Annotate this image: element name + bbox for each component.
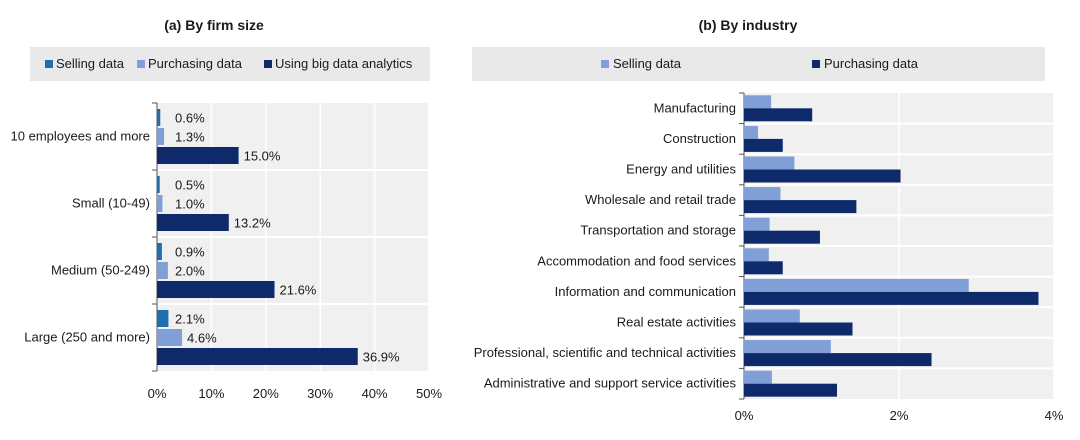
data-label-a: 1.0%	[175, 197, 205, 212]
bar-b	[744, 156, 795, 170]
bar-b	[744, 383, 837, 397]
bar-a	[157, 128, 165, 145]
panel-industry: (b) By industry Selling data Purchasing …	[472, 17, 1064, 423]
bar-b	[744, 125, 758, 139]
bar-b	[744, 200, 857, 214]
chart-a-plot-area: 0% 10% 20% 30% 40% 50% 10 employees and more 0.…	[11, 102, 442, 401]
bar-a	[157, 195, 163, 212]
bar-b	[744, 95, 772, 109]
bar-b	[744, 230, 820, 244]
x-tick-label-a: 10%	[198, 386, 224, 401]
chart-b-plot-area: 0% 2% 4% Manufacturing Construction Energy an…	[474, 92, 1064, 423]
category-label-b: Wholesale and retail trade	[585, 192, 736, 207]
data-label-a: 2.1%	[175, 312, 205, 327]
category-label-b: Information and communication	[555, 284, 736, 299]
chart-b-legend: Selling data Purchasing data	[601, 56, 919, 71]
bar-b	[744, 322, 853, 336]
bar-a	[157, 147, 239, 164]
bar-b	[744, 278, 969, 292]
data-label-a: 4.6%	[187, 331, 217, 346]
legend-a-label-bigdata: Using big data analytics	[275, 56, 413, 71]
panel-firm-size: (a) By firm size Selling data Purchasing…	[11, 17, 443, 401]
legend-a-swatch-selling	[45, 60, 53, 68]
chart-a-title: (a) By firm size	[164, 17, 264, 33]
x-tick-label-a: 30%	[307, 386, 333, 401]
legend-a-swatch-bigdata	[264, 60, 272, 68]
bar-b	[744, 248, 769, 262]
category-label-a: 10 employees and more	[11, 129, 150, 144]
category-label-b: Real estate activities	[617, 315, 737, 330]
bar-a	[157, 281, 275, 298]
x-tick-label-b: 2%	[890, 408, 909, 423]
category-label-b: Construction	[663, 131, 736, 146]
legend-b-label-selling: Selling data	[613, 56, 682, 71]
category-label-a: Small (10-49)	[72, 196, 150, 211]
bar-b	[744, 261, 783, 275]
bar-a	[157, 329, 183, 346]
legend-b-label-purchasing: Purchasing data	[824, 56, 919, 71]
category-label-a: Medium (50-249)	[51, 263, 150, 278]
bar-b	[744, 138, 783, 152]
bar-b	[744, 291, 1039, 305]
bar-b	[744, 217, 770, 231]
chart-b-legend-box	[472, 47, 1045, 81]
bar-a	[157, 109, 161, 126]
data-label-a: 13.2%	[234, 216, 271, 231]
x-tick-label-a: 0%	[148, 386, 167, 401]
chart-b-title: (b) By industry	[699, 17, 798, 33]
legend-a-swatch-purchasing	[137, 60, 145, 68]
data-label-a: 0.6%	[175, 111, 205, 126]
bar-a	[157, 262, 168, 279]
legend-a-label-purchasing: Purchasing data	[148, 56, 243, 71]
legend-b-swatch-selling	[601, 60, 609, 68]
data-label-a: 0.5%	[175, 178, 205, 193]
data-label-a: 15.0%	[244, 149, 281, 164]
bar-b	[744, 309, 800, 323]
legend-b-swatch-purchasing	[812, 60, 820, 68]
chart-a-legend: Selling data Purchasing data Using big d…	[45, 56, 413, 71]
category-label-b: Accommodation and food services	[537, 253, 736, 268]
category-label-b: Professional, scientific and technical a…	[474, 345, 737, 360]
bar-a	[157, 243, 162, 260]
data-label-a: 0.9%	[175, 245, 205, 260]
bar-a	[157, 310, 169, 327]
bar-b	[744, 187, 781, 201]
chart-a-legend-box	[30, 47, 430, 81]
category-label-a: Large (250 and more)	[24, 330, 150, 345]
category-label-b: Energy and utilities	[626, 162, 736, 177]
bar-a	[157, 176, 160, 193]
x-tick-label-b: 0%	[735, 408, 754, 423]
category-label-b: Administrative and support service activ…	[484, 376, 737, 391]
bar-a	[157, 348, 358, 365]
x-tick-label-a: 20%	[253, 386, 279, 401]
category-label-b: Transportation and storage	[580, 223, 736, 238]
data-label-a: 36.9%	[363, 350, 400, 365]
bar-b	[744, 370, 772, 384]
bar-b	[744, 353, 932, 367]
bar-b	[744, 108, 813, 122]
x-tick-label-a: 40%	[362, 386, 388, 401]
bar-b	[744, 169, 901, 183]
bar-a	[157, 214, 229, 231]
legend-a-label-selling: Selling data	[56, 56, 125, 71]
data-label-a: 2.0%	[175, 264, 205, 279]
data-label-a: 1.3%	[175, 130, 205, 145]
data-label-a: 21.6%	[280, 283, 317, 298]
x-tick-label-b: 4%	[1045, 408, 1064, 423]
x-tick-label-a: 50%	[416, 386, 442, 401]
bar-b	[744, 340, 831, 354]
category-label-b: Manufacturing	[654, 100, 736, 115]
